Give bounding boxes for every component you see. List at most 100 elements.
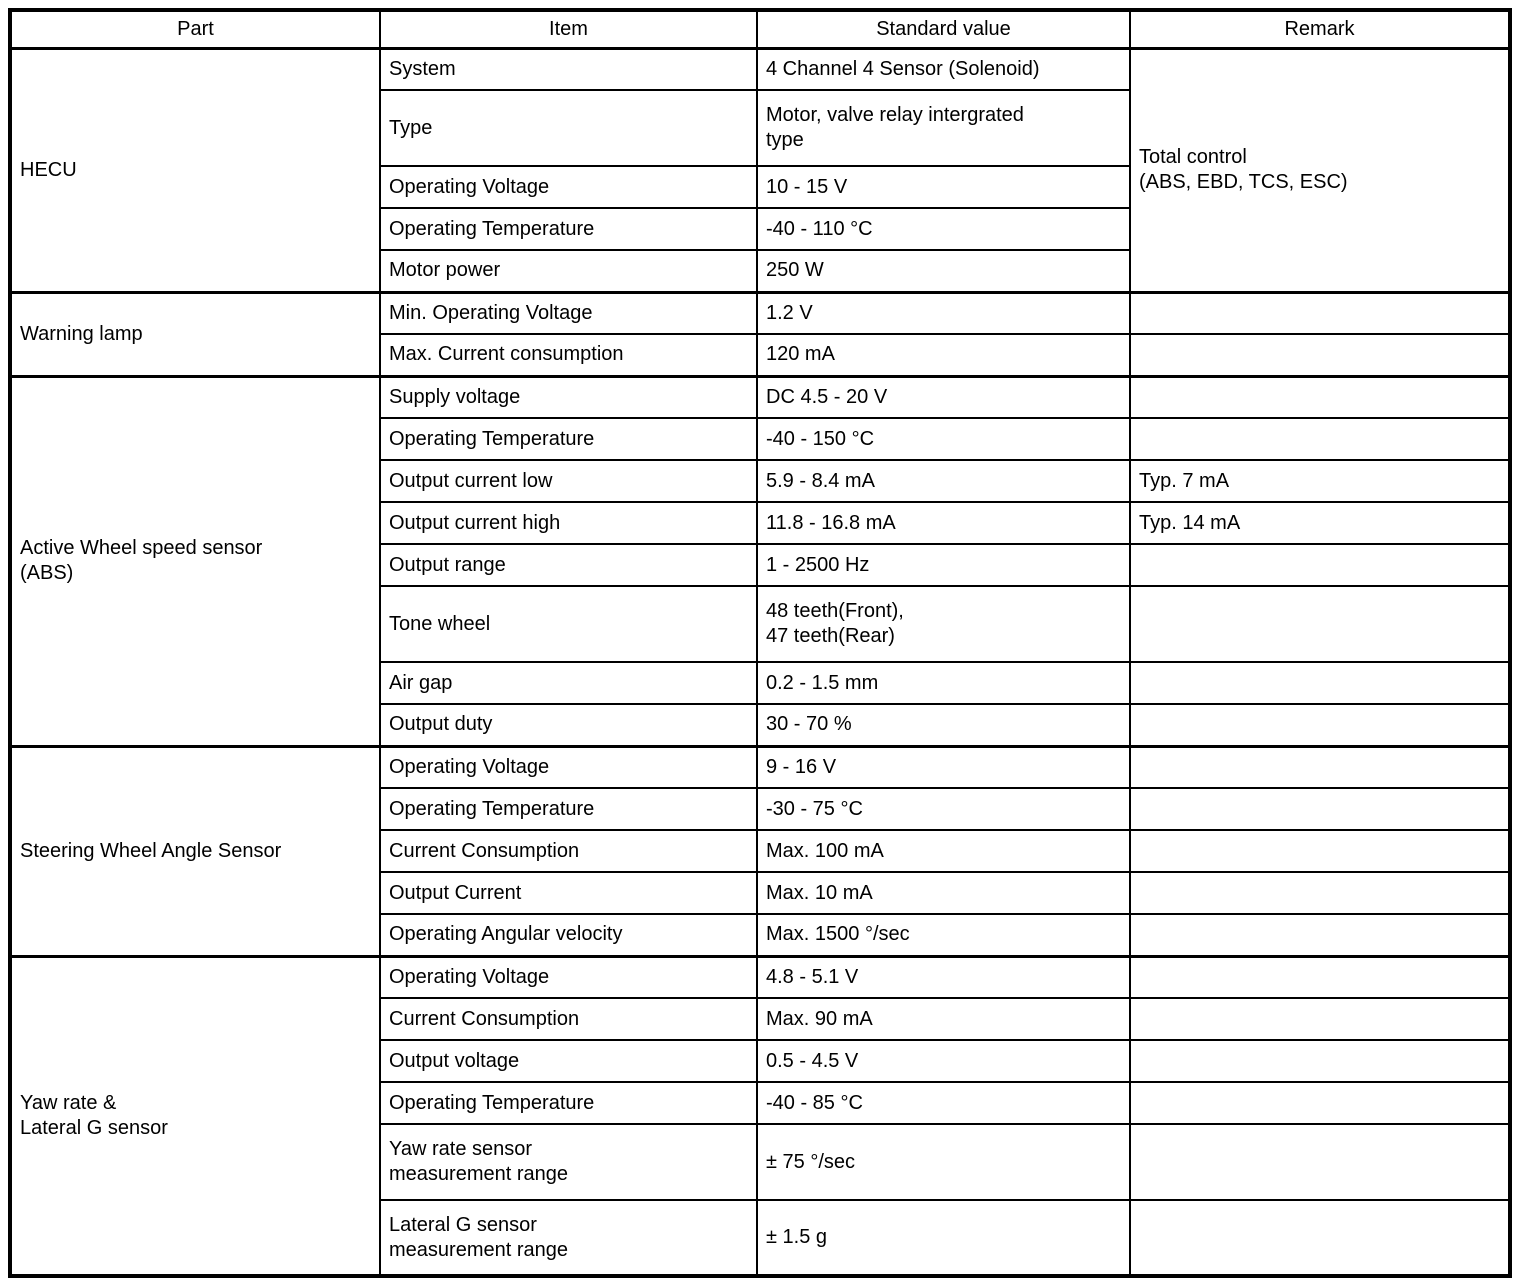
value-cell: 250 W xyxy=(756,249,1131,293)
part-cell: Yaw rate & Lateral G sensor xyxy=(9,954,381,1277)
table-row: Operating Temperature -40 - 110 °C xyxy=(10,207,1510,251)
item-cell: Operating Temperature xyxy=(379,1081,758,1125)
item-cell: Output voltage xyxy=(379,1039,758,1083)
remark-cell xyxy=(1129,787,1511,831)
remark-cell xyxy=(1129,913,1511,957)
value-cell: ± 1.5 g xyxy=(756,1199,1131,1277)
remark-cell xyxy=(1129,543,1511,587)
col-header-remark: Remark xyxy=(1129,9,1511,49)
table-row: Output duty 30 - 70 % xyxy=(10,703,1511,747)
table-row: Warning lamp Min. Operating Voltage 1.2 V xyxy=(9,290,1511,377)
value-cell: 0.2 - 1.5 mm xyxy=(756,661,1131,705)
value-cell: Max. 100 mA xyxy=(756,829,1131,873)
table-row: Active Wheel speed sensor (ABS) Supply vo… xyxy=(9,374,1511,747)
table-row: Operating Temperature -40 - 85 °C xyxy=(10,1081,1511,1125)
value-cell: 9 - 16 V xyxy=(756,744,1131,789)
remark-cell xyxy=(1129,997,1511,1041)
table-row: Max. Current consumption 120 mA xyxy=(10,333,1511,377)
table-row: Tone wheel 48 teeth(Front), 47 teeth(Rear… xyxy=(10,585,1511,663)
item-cell: Output duty xyxy=(379,703,758,747)
item-cell: Motor power xyxy=(379,249,758,293)
table-row: Current Consumption Max. 100 mA xyxy=(10,829,1511,873)
item-cell: Operating Temperature xyxy=(379,207,758,251)
value-cell: 10 - 15 V xyxy=(756,165,1131,209)
item-cell: Operating Temperature xyxy=(379,787,758,831)
table-row: Air gap 0.2 - 1.5 mm xyxy=(10,661,1511,705)
item-cell: Output current high xyxy=(379,501,758,545)
remark-cell xyxy=(1129,585,1511,663)
table-row: Output Current Max. 10 mA xyxy=(10,871,1511,915)
item-cell: Lateral G sensor measurement range xyxy=(379,1199,758,1277)
item-cell: Output Current xyxy=(379,871,758,915)
part-cell: Warning lamp xyxy=(9,290,381,377)
item-cell: Operating Voltage xyxy=(379,165,758,209)
col-header-item: Item xyxy=(379,9,758,49)
remark-cell xyxy=(1129,1039,1511,1083)
table-row: Operating Angular velocity Max. 1500 °/se… xyxy=(10,913,1511,957)
value-cell: 1 - 2500 Hz xyxy=(756,543,1131,587)
item-cell: Operating Voltage xyxy=(379,744,758,789)
value-cell: Max. 90 mA xyxy=(756,997,1131,1041)
value-cell: ± 75 °/sec xyxy=(756,1123,1131,1201)
remark-cell xyxy=(1129,744,1511,789)
remark-cell xyxy=(1129,333,1511,377)
remark-cell: Typ. 14 mA xyxy=(1129,501,1511,545)
remark-cell xyxy=(1129,1199,1511,1277)
remark-cell xyxy=(1129,290,1511,335)
item-cell: Yaw rate sensor measurement range xyxy=(379,1123,758,1201)
value-cell: 48 teeth(Front), 47 teeth(Rear) xyxy=(756,585,1131,663)
col-header-standard-value: Standard value xyxy=(756,9,1131,49)
item-cell: Output current low xyxy=(379,459,758,503)
table-row: Yaw rate sensor measurement range ± 75 °/… xyxy=(10,1123,1511,1201)
item-cell: Max. Current consumption xyxy=(379,333,758,377)
header-row: Part Item Standard value Remark xyxy=(9,9,1511,49)
table-row: Operating Voltage 10 - 15 V xyxy=(10,165,1510,209)
table-row: Yaw rate & Lateral G sensor Operating Vol… xyxy=(9,954,1511,1277)
table-row: Lateral G sensor measurement range ± 1.5 … xyxy=(10,1199,1511,1277)
value-cell: Motor, valve relay intergrated type xyxy=(756,89,1131,167)
item-cell: System xyxy=(379,46,758,91)
remark-cell xyxy=(1129,374,1511,419)
remark-cell: Total control (ABS, EBD, TCS, ESC) xyxy=(1129,46,1511,293)
item-cell: Operating Voltage xyxy=(379,954,758,999)
remark-cell xyxy=(1129,1123,1511,1201)
value-cell: DC 4.5 - 20 V xyxy=(756,374,1131,419)
item-cell: Supply voltage xyxy=(379,374,758,419)
table-row: Current Consumption Max. 90 mA xyxy=(10,997,1511,1041)
part-cell: HECU xyxy=(9,46,381,293)
remark-cell: Typ. 7 mA xyxy=(1129,459,1511,503)
table-row: Output voltage 0.5 - 4.5 V xyxy=(10,1039,1511,1083)
value-cell: -40 - 110 °C xyxy=(756,207,1131,251)
item-cell: Current Consumption xyxy=(379,829,758,873)
value-cell: 4 Channel 4 Sensor (Solenoid) xyxy=(756,46,1131,91)
remark-cell xyxy=(1129,829,1511,873)
table-row: Output current low 5.9 - 8.4 mA Typ. 7 mA xyxy=(10,459,1511,503)
value-cell: 5.9 - 8.4 mA xyxy=(756,459,1131,503)
item-cell: Output range xyxy=(379,543,758,587)
table-row: HECU System 4 Channel 4 Sensor (Solenoid) T… xyxy=(9,46,1511,293)
item-cell: Air gap xyxy=(379,661,758,705)
table-body: HECU System 4 Channel 4 Sensor (Solenoid) T… xyxy=(9,46,1511,1277)
part-cell: Active Wheel speed sensor (ABS) xyxy=(9,374,381,747)
value-cell: 4.8 - 5.1 V xyxy=(756,954,1131,999)
remark-cell xyxy=(1129,871,1511,915)
table-row: Motor power 250 W xyxy=(10,249,1510,293)
col-header-part: Part xyxy=(9,9,381,49)
value-cell: Max. 10 mA xyxy=(756,871,1131,915)
table-row: Steering Wheel Angle Sensor Operating Vol… xyxy=(9,744,1511,957)
remark-cell xyxy=(1129,417,1511,461)
item-cell: Operating Angular velocity xyxy=(379,913,758,957)
value-cell: 0.5 - 4.5 V xyxy=(756,1039,1131,1083)
part-cell: Steering Wheel Angle Sensor xyxy=(9,744,381,957)
table-row: Output range 1 - 2500 Hz xyxy=(10,543,1511,587)
value-cell: -30 - 75 °C xyxy=(756,787,1131,831)
remark-cell xyxy=(1129,954,1511,999)
value-cell: 30 - 70 % xyxy=(756,703,1131,747)
value-cell: -40 - 85 °C xyxy=(756,1081,1131,1125)
remark-cell xyxy=(1129,661,1511,705)
value-cell: 11.8 - 16.8 mA xyxy=(756,501,1131,545)
remark-cell xyxy=(1129,703,1511,747)
value-cell: Max. 1500 °/sec xyxy=(756,913,1131,957)
table-row: Output current high 11.8 - 16.8 mA Typ. 14… xyxy=(10,501,1511,545)
